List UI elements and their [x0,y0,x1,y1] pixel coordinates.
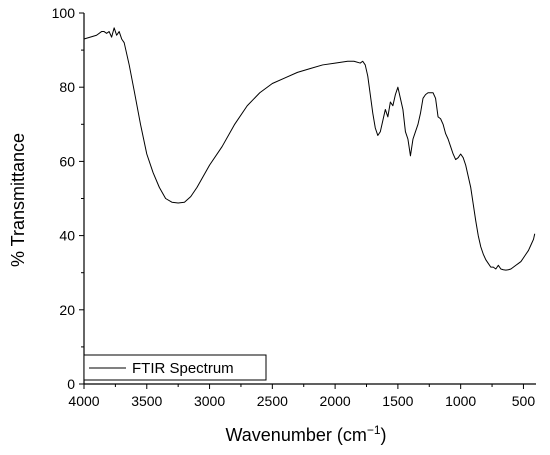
x-tick-label: 2000 [320,393,351,409]
y-tick-label: 40 [59,228,75,244]
legend: FTIR Spectrum [83,354,267,381]
x-tick-label: 1000 [445,393,476,409]
x-tick-label: 3500 [131,393,162,409]
y-tick-label: 0 [67,376,75,392]
x-tick-label: 4000 [68,393,99,409]
series-line-ftir-spectrum [83,27,536,271]
x-axis-title-suffix: ) [381,425,387,445]
y-tick-label: 100 [52,5,76,21]
y-tick-label: 20 [59,302,75,318]
y-tick-label: 80 [59,79,75,95]
x-tick-label: 1500 [382,393,413,409]
x-axis-title: Wavenumber (cm−1) [225,423,386,445]
x-tick-label: 500 [512,393,536,409]
x-axis-title-superscript: −1 [367,423,381,437]
x-tick-label: 3000 [194,393,225,409]
x-axis-title-main: Wavenumber (cm [225,425,366,445]
legend-label: FTIR Spectrum [132,360,234,377]
y-tick-label: 60 [59,153,75,169]
y-axis-title: % Transmittance [8,133,28,267]
x-tick-label: 2500 [257,393,288,409]
series-group [83,27,536,271]
ticks-group: 4000 3500 3000 2500 2000 1500 1000 500 0 20 40 60 80… [52,5,536,409]
